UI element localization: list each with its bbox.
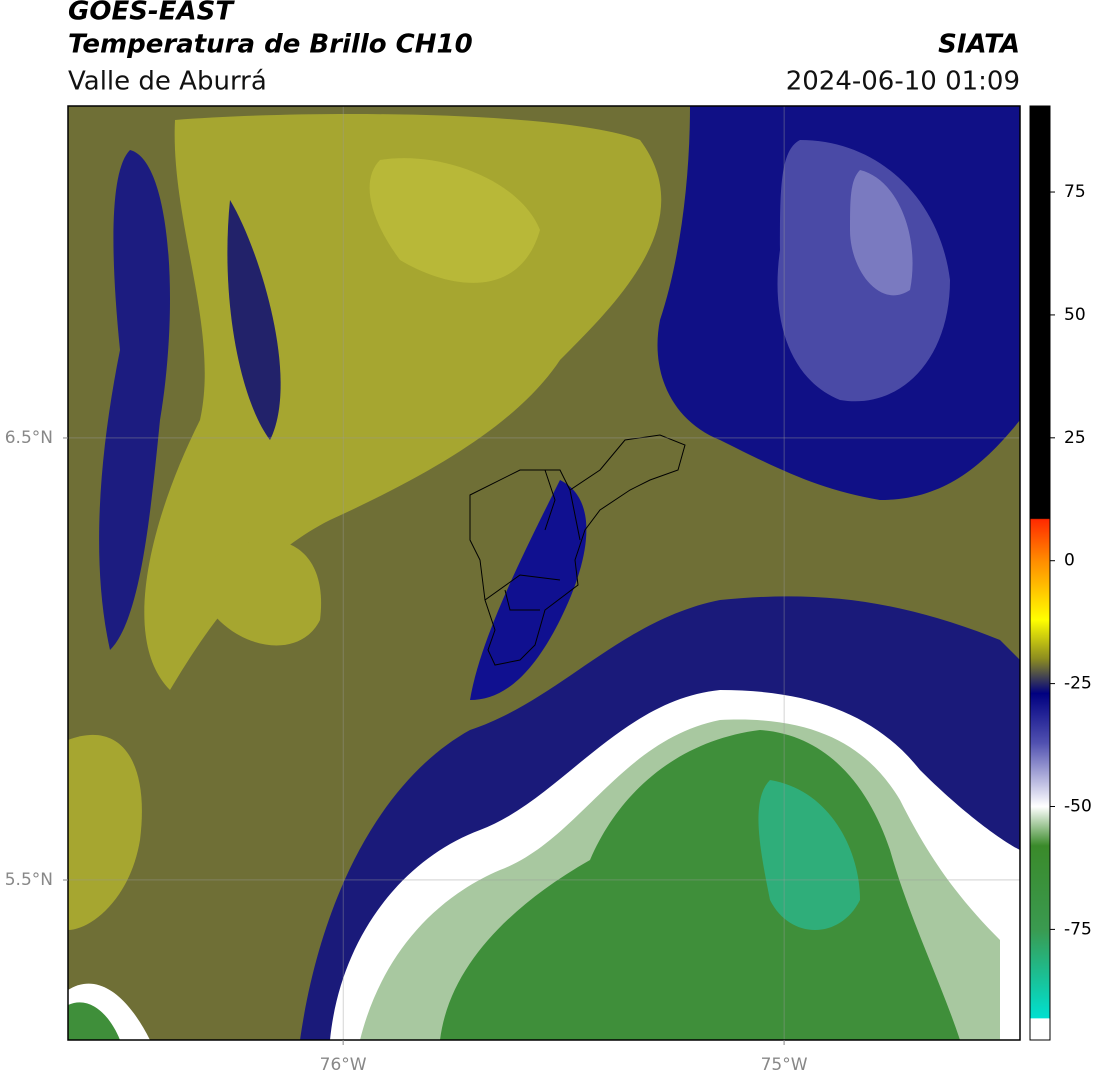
title: GOES-EAST (68, 0, 235, 27)
colorbar-tick-label: -25 (1064, 674, 1092, 694)
colorbar-tick-label: -50 (1064, 797, 1092, 817)
colorbar-tick-label: 25 (1064, 428, 1086, 448)
map-frame (67, 105, 1021, 1041)
y-tick-label: 5.5°N (5, 870, 53, 890)
grid (68, 106, 1020, 1040)
source: SIATA (938, 30, 1020, 60)
colorbar (1029, 105, 1051, 1041)
x-tick-label: 75°W (761, 1055, 808, 1075)
region: Valle de Aburrá (68, 67, 267, 97)
colorbar-tick-label: 0 (1064, 551, 1075, 571)
y-tick-label: 6.5°N (5, 428, 53, 448)
colorbar-tick-label: 50 (1064, 305, 1086, 325)
satellite-image (68, 106, 1020, 1040)
subtitle: Temperatura de Brillo CH10 (68, 30, 473, 60)
x-tick-label: 76°W (320, 1055, 367, 1075)
colorbar-tick-label: 75 (1064, 182, 1086, 202)
colorbar-tick-label: -75 (1064, 919, 1092, 939)
timestamp: 2024-06-10 01:09 (786, 67, 1020, 97)
